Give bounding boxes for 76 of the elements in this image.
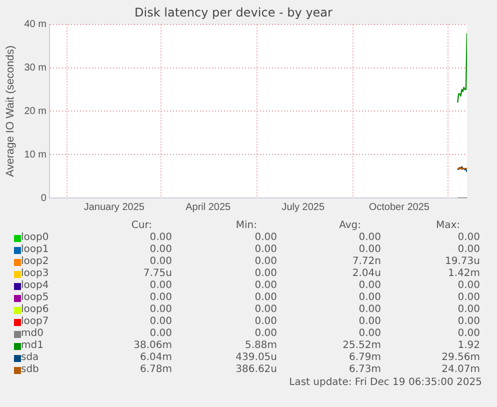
text: 0.00 [254,316,277,328]
text: 0.00 [456,292,480,304]
text: 0.00 [254,232,277,244]
text: 0.00 [456,316,480,328]
y-tick-label: 20 m [24,106,46,117]
text: 0.00 [254,268,277,280]
x-tick-label: October 2025 [368,202,430,213]
text: 0.00 [254,280,277,292]
text: Avg: [338,220,361,232]
text: 0.00 [148,232,172,244]
text: Min: [234,220,257,232]
legend-label: loop6 [21,304,49,316]
y-tick-label: 0 [40,192,47,204]
text: 0.00 [358,304,381,316]
text: 6.78m [138,364,172,376]
legend-label: sda [21,352,39,364]
x-tick-label: January 2025 [84,202,145,213]
x-tick-label: July 2025 [282,202,325,213]
text: 6.04m [138,352,172,364]
x-tick-label: April 2025 [186,202,232,213]
text: 0.00 [358,232,381,244]
text: Max: [434,220,460,232]
y-tick-label: 30 m [24,62,46,74]
text: 6.73m [348,364,381,376]
text: 0.00 [254,292,277,304]
legend-label: md1 [21,340,44,352]
legend-label: loop5 [21,292,49,304]
text: 386.62u [234,364,277,376]
text: 0.00 [148,304,172,316]
legend-label: loop1 [21,244,49,256]
text: 0.00 [456,232,480,244]
legend-label: sdb [21,364,39,376]
text: 0.00 [254,304,277,316]
text: 0.00 [456,280,480,292]
text: 0.00 [148,328,172,340]
text: 0.00 [456,304,480,316]
text: 0.00 [456,328,480,340]
legend-label: loop2 [21,256,49,268]
text: 0.00 [358,316,381,328]
text: 19.73u [444,256,480,268]
text: 0.00 [148,244,172,256]
text: 0.00 [254,256,277,268]
text: 0.00 [148,280,172,292]
legend-label: loop7 [21,316,49,328]
chart-title: Disk latency per device - by year [134,5,333,20]
text: Cur: [130,220,152,232]
legend-label: loop4 [21,280,49,292]
text: 5.88m [244,340,277,352]
text: 439.05u [234,352,277,364]
text: 24.07m [440,364,480,376]
text: 25.52m [342,340,381,352]
text: 1.42m [446,268,480,280]
text: 0.00 [358,328,381,340]
legend-label: md0 [21,328,44,340]
text: 0.00 [254,328,277,340]
text: 1.92 [456,340,480,352]
text: 0.00 [358,292,381,304]
text: 0.00 [456,244,480,256]
text: 6.79m [348,352,381,364]
text: 7.75u [142,268,172,280]
text: 0.00 [358,280,381,292]
legend-label: loop3 [21,268,49,280]
text: 7.72n [351,256,381,268]
text: 29.56m [440,352,480,364]
legend-label: loop0 [21,232,49,244]
y-tick-label: 40 m [24,19,46,30]
text: 0.00 [148,292,172,304]
text: 38.06m [132,340,172,352]
y-tick-label: 10 m [24,149,46,160]
text: 0.00 [254,244,277,256]
text: Last update: Fri Dec 19 06:35:00 2025 [288,377,482,388]
y-axis-title: Average IO Wait (seconds) [4,45,17,177]
text: 2.04u [351,268,381,280]
text: 0.00 [358,244,381,256]
text: 0.00 [148,256,172,268]
text: 0.00 [148,316,172,328]
